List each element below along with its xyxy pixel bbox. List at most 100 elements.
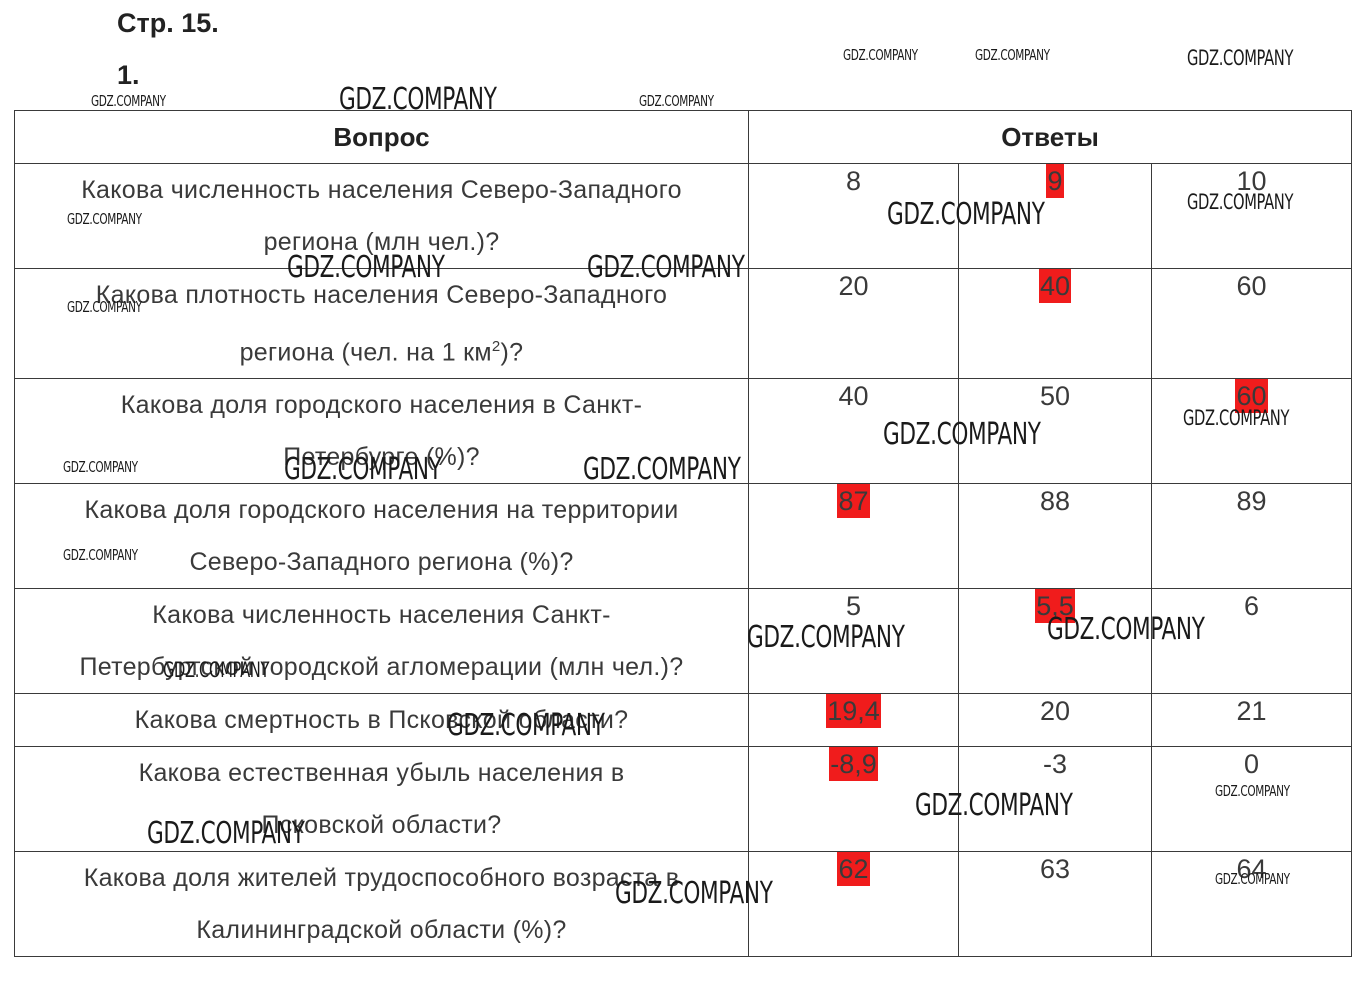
- table-row: Какова смертность в Псковской области? 1…: [14, 693, 1353, 748]
- watermark: GDZ.COMPANY: [147, 816, 305, 851]
- watermark: GDZ.COMPANY: [339, 82, 497, 117]
- correct-answer-highlight: -8,9: [829, 747, 878, 782]
- correct-answer-highlight: 9: [1046, 164, 1064, 198]
- question-line-end: )?: [500, 338, 524, 367]
- answer-option: 0: [1244, 749, 1260, 780]
- watermark: GDZ.COMPANY: [915, 788, 1073, 823]
- question-line: Петербургской городской агломерации (млн…: [79, 653, 684, 682]
- answer-option: 64: [1236, 854, 1267, 885]
- question-cell: Какова численность населения Санкт- Петер…: [14, 588, 749, 695]
- answer-cell: 21: [1150, 693, 1353, 748]
- answer-option: 88: [1039, 486, 1071, 517]
- question-line: Северо-Западного региона (%)?: [189, 548, 574, 577]
- question-line: Какова доля жителей трудоспособного возр…: [83, 864, 680, 893]
- answer-cell: -3: [958, 746, 1152, 853]
- watermark: GDZ.COMPANY: [63, 546, 138, 564]
- watermark: GDZ.COMPANY: [163, 658, 270, 682]
- table-row: Какова численность населения Санкт- Петер…: [14, 588, 1353, 695]
- watermark: GDZ.COMPANY: [747, 620, 905, 655]
- answer-cell: 5: [748, 588, 959, 695]
- answer-cell: 87: [748, 483, 959, 590]
- table-row: Какова плотность населения Северо-Западн…: [14, 267, 1353, 380]
- answer-cell: 8: [748, 163, 959, 269]
- question-cell: Какова естественная убыль населения в Пск…: [14, 746, 749, 853]
- watermark: GDZ.COMPANY: [583, 452, 741, 487]
- answer-cell: 40: [958, 267, 1152, 380]
- question-line: Псковской области?: [261, 811, 502, 840]
- correct-answer-highlight: 62: [837, 852, 870, 887]
- watermark: GDZ.COMPANY: [91, 92, 166, 110]
- watermark: GDZ.COMPANY: [1187, 46, 1294, 70]
- answer-option: -3: [1042, 749, 1067, 780]
- answer-cell: 64: [1150, 851, 1353, 958]
- answer-option: 20: [838, 271, 869, 301]
- correct-answer-highlight: 19,4: [826, 694, 881, 729]
- question-cell: Какова доля городского населения на терр…: [14, 483, 749, 590]
- correct-answer-highlight: 5,5: [1035, 589, 1075, 624]
- question-cell: Какова плотность населения Северо-Западн…: [14, 267, 749, 380]
- question-line: Какова доля городского населения в Санкт…: [120, 391, 643, 420]
- question-cell: Какова численность населения Северо-Запа…: [14, 163, 749, 269]
- question-line: Какова плотность населения Северо-Западн…: [95, 281, 668, 309]
- watermark: GDZ.COMPANY: [63, 458, 138, 476]
- answer-cell: 88: [958, 483, 1152, 590]
- watermark: GDZ.COMPANY: [843, 46, 918, 64]
- watermark: GDZ.COMPANY: [67, 210, 142, 228]
- answer-cell: 10: [1150, 163, 1353, 269]
- header-answers: Ответы: [747, 110, 1353, 164]
- question-line: Какова смертность в Псковской области?: [134, 706, 629, 735]
- question-line: Какова численность населения Санкт-: [152, 601, 611, 630]
- watermark: GDZ.COMPANY: [615, 876, 773, 911]
- watermark: GDZ.COMPANY: [284, 452, 442, 487]
- watermark: GDZ.COMPANY: [1215, 870, 1290, 888]
- superscript: 2: [491, 338, 501, 355]
- answer-option: 50: [1039, 381, 1071, 412]
- answer-cell: 60: [1150, 267, 1353, 380]
- watermark: GDZ.COMPANY: [67, 298, 142, 316]
- watermark: GDZ.COMPANY: [887, 197, 1045, 232]
- answer-option: 20: [1039, 696, 1071, 727]
- answer-option: 5: [845, 591, 862, 622]
- table-row: Какова численность населения Северо-Запа…: [14, 163, 1353, 269]
- question-line: Петербурге (%)?: [283, 443, 480, 472]
- question-cell: Какова смертность в Псковской области?: [14, 693, 749, 748]
- question-line: Какова естественная убыль населения в: [138, 759, 625, 788]
- table-row: Какова доля жителей трудоспособного возр…: [14, 851, 1353, 958]
- answer-cell: 63: [958, 851, 1152, 958]
- answer-cell: 40: [748, 378, 959, 485]
- table-header-row: Вопрос Ответы: [14, 110, 1353, 164]
- table-row: Какова доля городского населения в Санкт…: [14, 378, 1353, 485]
- answer-cell: 9: [958, 163, 1152, 269]
- watermark: GDZ.COMPANY: [287, 250, 445, 285]
- correct-answer-highlight: 40: [1038, 269, 1072, 303]
- answer-option: 40: [838, 381, 869, 412]
- page-title: Стр. 15.: [117, 8, 219, 38]
- answer-option: 89: [1236, 486, 1267, 517]
- quiz-table: Вопрос Ответы Какова численность населен…: [14, 110, 1353, 958]
- answer-cell: 62: [748, 851, 959, 958]
- answer-cell: 60: [1150, 378, 1353, 485]
- correct-answer-highlight: 60: [1235, 379, 1268, 414]
- answer-cell: 6: [1150, 588, 1353, 695]
- answer-option: 6: [1244, 591, 1260, 622]
- answer-option: 8: [845, 166, 862, 196]
- watermark: GDZ.COMPANY: [883, 417, 1041, 452]
- header-question: Вопрос: [14, 110, 749, 164]
- watermark: GDZ.COMPANY: [1183, 406, 1290, 430]
- answer-option: 21: [1236, 696, 1267, 727]
- watermark: GDZ.COMPANY: [1047, 612, 1205, 647]
- question-line: Какова доля городского населения на терр…: [84, 496, 679, 525]
- table-row: Какова доля городского населения на терр…: [14, 483, 1353, 590]
- question-line: Калининградской области (%)?: [196, 916, 567, 945]
- watermark: GDZ.COMPANY: [639, 92, 714, 110]
- question-line: региона (чел. на 1 км: [239, 338, 492, 367]
- answer-cell: 89: [1150, 483, 1353, 590]
- watermark: GDZ.COMPANY: [1215, 782, 1290, 800]
- watermark: GDZ.COMPANY: [1187, 190, 1294, 214]
- watermark: GDZ.COMPANY: [975, 46, 1050, 64]
- question-cell: Какова доля жителей трудоспособного возр…: [14, 851, 749, 958]
- correct-answer-highlight: 87: [837, 484, 870, 519]
- answer-option: 10: [1236, 166, 1267, 196]
- task-number: 1.: [117, 60, 140, 90]
- answer-cell: 20: [958, 693, 1152, 748]
